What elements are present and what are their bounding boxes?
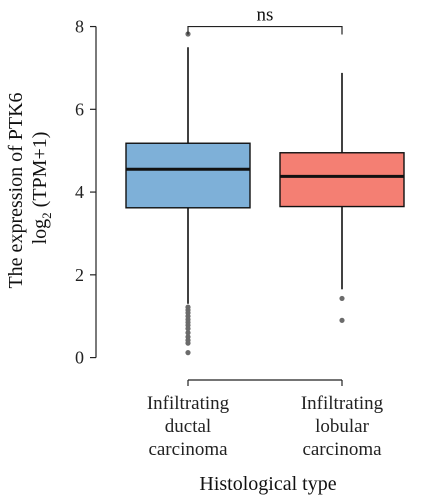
y-axis-title: The expression of PTK6 log2 (TPM+1) — [5, 87, 54, 288]
x-axis-title: Histological type — [199, 473, 336, 495]
x-tick-label-line: carcinoma — [302, 439, 382, 460]
x-tick-label: Infiltrating lobular carcinoma — [301, 393, 384, 460]
x-tick-label-line: ductal — [165, 416, 211, 437]
box — [125, 142, 251, 209]
y-tick-label: 4 — [75, 182, 84, 202]
x-tick-label-line: Infiltrating — [147, 393, 230, 414]
y-axis-title-line1: The expression of PTK6 — [5, 92, 27, 288]
x-tick-label-line: Infiltrating — [301, 393, 384, 414]
outlier-point — [185, 350, 191, 356]
outlier-point — [339, 295, 345, 302]
y-tick-label: 8 — [75, 17, 84, 37]
outlier-point — [339, 317, 345, 323]
y-axis-title-line2: log2 (TPM+1) — [29, 132, 54, 245]
x-tick-label: Infiltrating ductal carcinoma — [147, 393, 230, 460]
significance-annotation: ns — [187, 5, 343, 35]
box — [279, 152, 405, 208]
outlier-point — [185, 326, 191, 332]
y-tick-label: 6 — [75, 99, 84, 119]
y-axis-title-log: log — [29, 219, 51, 245]
y-axis-title-suffix: (TPM+1) — [29, 132, 51, 213]
outlier-point — [185, 340, 191, 346]
x-tick-label-line: lobular — [315, 416, 369, 437]
significance-label: ns — [257, 5, 274, 26]
y-tick-label: 2 — [75, 265, 84, 285]
boxes — [125, 31, 405, 356]
box-group — [125, 31, 251, 356]
box-group — [279, 72, 405, 323]
significance-bracket — [187, 25, 343, 35]
y-tick-label: 0 — [75, 348, 84, 368]
y-axis-title-sub: 2 — [39, 212, 54, 219]
outlier-point — [185, 330, 191, 336]
x-tick-label-line: carcinoma — [148, 439, 228, 460]
y-axis: 0 2 4 6 8 — [75, 17, 97, 368]
